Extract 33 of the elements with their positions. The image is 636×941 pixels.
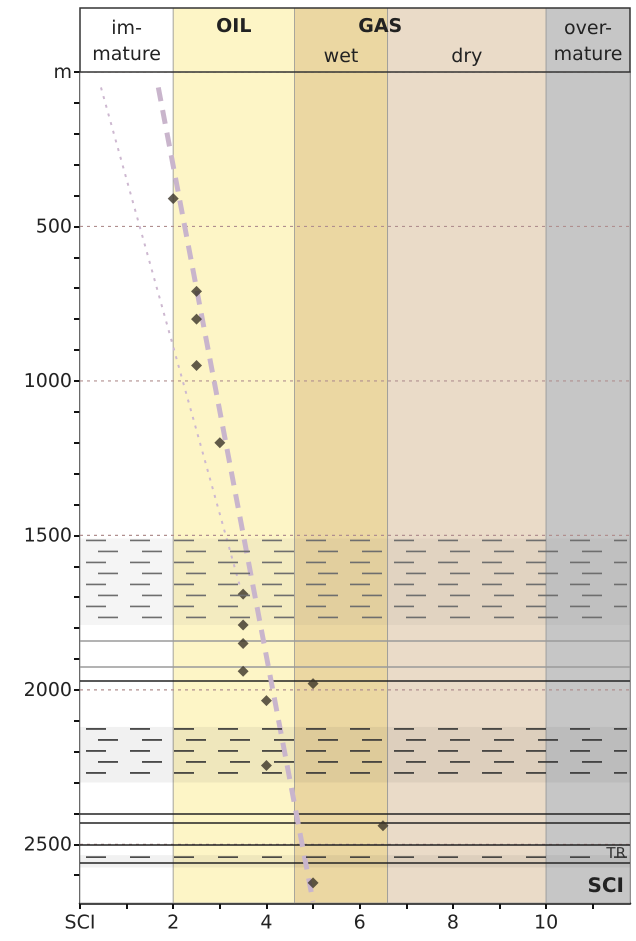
x-tick-label: 4 xyxy=(260,912,272,934)
point xyxy=(308,877,319,888)
y-tick-label: 500 xyxy=(36,215,72,238)
point xyxy=(191,360,202,371)
point xyxy=(238,666,249,677)
point xyxy=(238,619,249,630)
point xyxy=(214,437,226,448)
x-tick-label: 8 xyxy=(446,912,459,934)
y-tick-label: m xyxy=(53,61,72,83)
band-label: wet xyxy=(324,45,358,67)
x-tick-label: SCI xyxy=(64,912,96,934)
x-tick-label: 10 xyxy=(534,912,558,934)
annotation: SCI xyxy=(587,873,624,897)
y-tick-label: 1000 xyxy=(24,370,72,392)
x-tick-label: 6 xyxy=(354,912,366,934)
point xyxy=(260,695,272,706)
y-tick-label: 1500 xyxy=(24,524,72,546)
x-tick-label: 2 xyxy=(167,912,180,934)
point xyxy=(238,638,249,650)
band-label: im- mature xyxy=(92,17,161,65)
band-label: over- mature xyxy=(554,17,622,65)
point xyxy=(191,314,202,325)
point xyxy=(308,678,319,690)
point xyxy=(168,193,179,204)
band-label: dry xyxy=(451,45,482,67)
y-tick-label: 2500 xyxy=(24,833,72,856)
y-tick-label: 2000 xyxy=(24,678,72,701)
text: GAS xyxy=(358,15,402,37)
band-label: TR xyxy=(605,844,626,862)
point xyxy=(191,286,202,297)
point xyxy=(260,760,272,772)
band-label: OIL xyxy=(216,15,252,37)
point xyxy=(377,820,388,832)
